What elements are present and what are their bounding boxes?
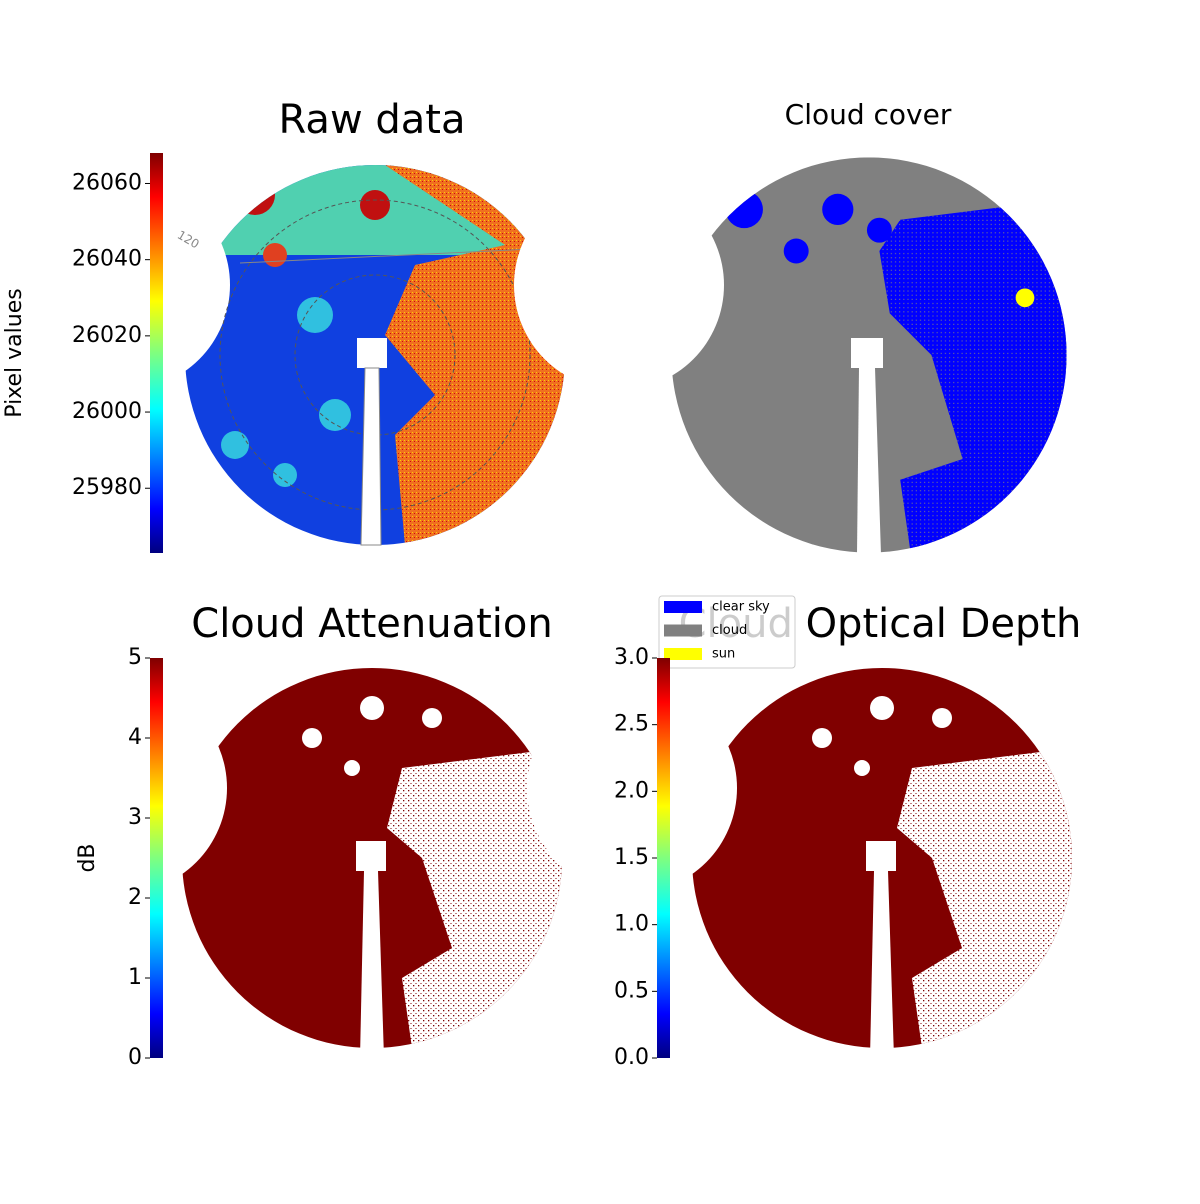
legend-swatch [664, 624, 702, 637]
colorbar-tick-label: 2.0 [614, 778, 649, 803]
chart-title: Cloud Attenuation [191, 601, 552, 647]
colorbar-label: Pixel values [2, 288, 27, 417]
legend-swatch [664, 601, 702, 613]
colorbar-tick-label: 1 [128, 965, 142, 990]
colorbar-label: dB [75, 843, 100, 872]
legend-label: clear sky [712, 600, 770, 615]
colorbar-tick-label: 2.5 [614, 712, 649, 737]
colorbar-tick-label: 5 [128, 645, 142, 670]
optical-depth-image [527, 668, 1072, 1058]
chart-title: Cloud cover [785, 98, 952, 131]
legend-label: sun [712, 647, 735, 662]
colorbar-tick-label: 26020 [72, 323, 142, 348]
colorbar-tick-label: 25980 [72, 475, 142, 500]
colorbar-tick-label: 0 [128, 1045, 142, 1070]
colorbar-tick-label: 3.0 [614, 645, 649, 670]
cloud-cover-image [514, 157, 1067, 555]
colorbar-tick-label: 26060 [72, 170, 142, 195]
colorbar-tick-label: 1.0 [614, 912, 649, 937]
attenuation-image [17, 668, 562, 1058]
colorbar-tick-label: 0.5 [614, 978, 649, 1003]
colorbar [150, 153, 163, 553]
colorbar-tick-label: 3 [128, 805, 142, 830]
colorbar-tick-label: 26000 [72, 399, 142, 424]
chart-title: Raw data [279, 97, 466, 143]
legend-swatch [664, 648, 702, 660]
colorbar-tick-label: 26040 [72, 247, 142, 272]
colorbar-tick-label: 0.0 [614, 1045, 649, 1070]
colorbar-tick-label: 4 [128, 725, 142, 750]
legend-label: cloud [712, 623, 747, 638]
colorbar-tick-label: 1.5 [614, 845, 649, 870]
colorbar [657, 658, 670, 1058]
colorbar-tick-label: 2 [128, 885, 142, 910]
colorbar [150, 658, 163, 1058]
